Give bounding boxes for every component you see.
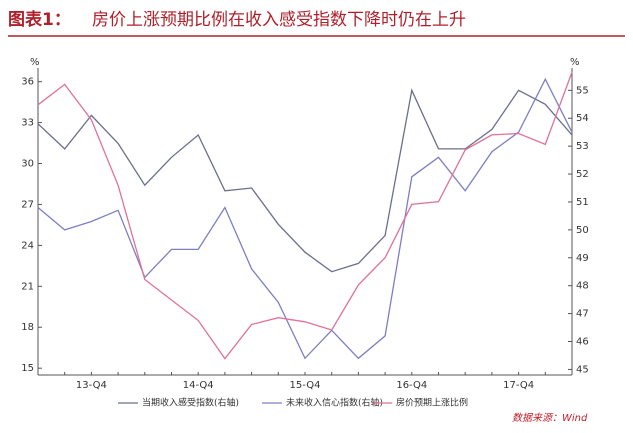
x-tick-label: 15-Q4 xyxy=(290,380,321,391)
x-tick-label: 13-Q4 xyxy=(76,380,107,391)
y-tick-label: 21 xyxy=(21,281,34,292)
y2-tick-label: 50 xyxy=(576,225,589,236)
chart-title: 房价上涨预期比例在收入感受指数下降时仍在上升 xyxy=(92,10,466,30)
title-prefix: 图表1： xyxy=(8,9,71,30)
source: 数据来源：Wind xyxy=(512,412,588,424)
series-line xyxy=(37,77,573,360)
legend-label: 未来收入信心指数(右轴) xyxy=(286,397,383,409)
y-tick-label: 33 xyxy=(21,118,34,129)
y2-tick-label: 54 xyxy=(576,113,589,124)
y-tick-label: 36 xyxy=(21,77,34,88)
y2-tick-label: 52 xyxy=(576,169,589,180)
y2-tick-label: 51 xyxy=(576,197,589,208)
legend-label: 房价预期上涨比例 xyxy=(396,397,468,409)
legend-label: 当期收入感受指数(右轴) xyxy=(142,397,239,409)
y2-tick-label: 45 xyxy=(576,364,589,375)
y-tick-label: 24 xyxy=(21,240,34,251)
series-line xyxy=(37,88,573,273)
x-tick-label: 17-Q4 xyxy=(503,380,534,391)
y2-tick-label: 49 xyxy=(576,253,589,264)
y-tick-label: 27 xyxy=(21,199,34,210)
x-tick-label: 14-Q4 xyxy=(183,380,214,391)
y-tick-label: 15 xyxy=(21,363,34,374)
y2-tick-label: 53 xyxy=(576,141,589,152)
y2-tick-label: 55 xyxy=(576,85,589,96)
x-tick-label: 16-Q4 xyxy=(396,380,427,391)
y-tick-label: 30 xyxy=(21,159,34,170)
y-tick-label: 18 xyxy=(21,322,34,333)
y2-tick-label: 46 xyxy=(576,337,589,348)
y2-tick-label: 48 xyxy=(576,281,589,292)
y-unit: % xyxy=(30,57,40,68)
y2-tick-label: 47 xyxy=(576,309,589,320)
series-line xyxy=(37,71,573,360)
y2-unit: % xyxy=(570,57,580,68)
